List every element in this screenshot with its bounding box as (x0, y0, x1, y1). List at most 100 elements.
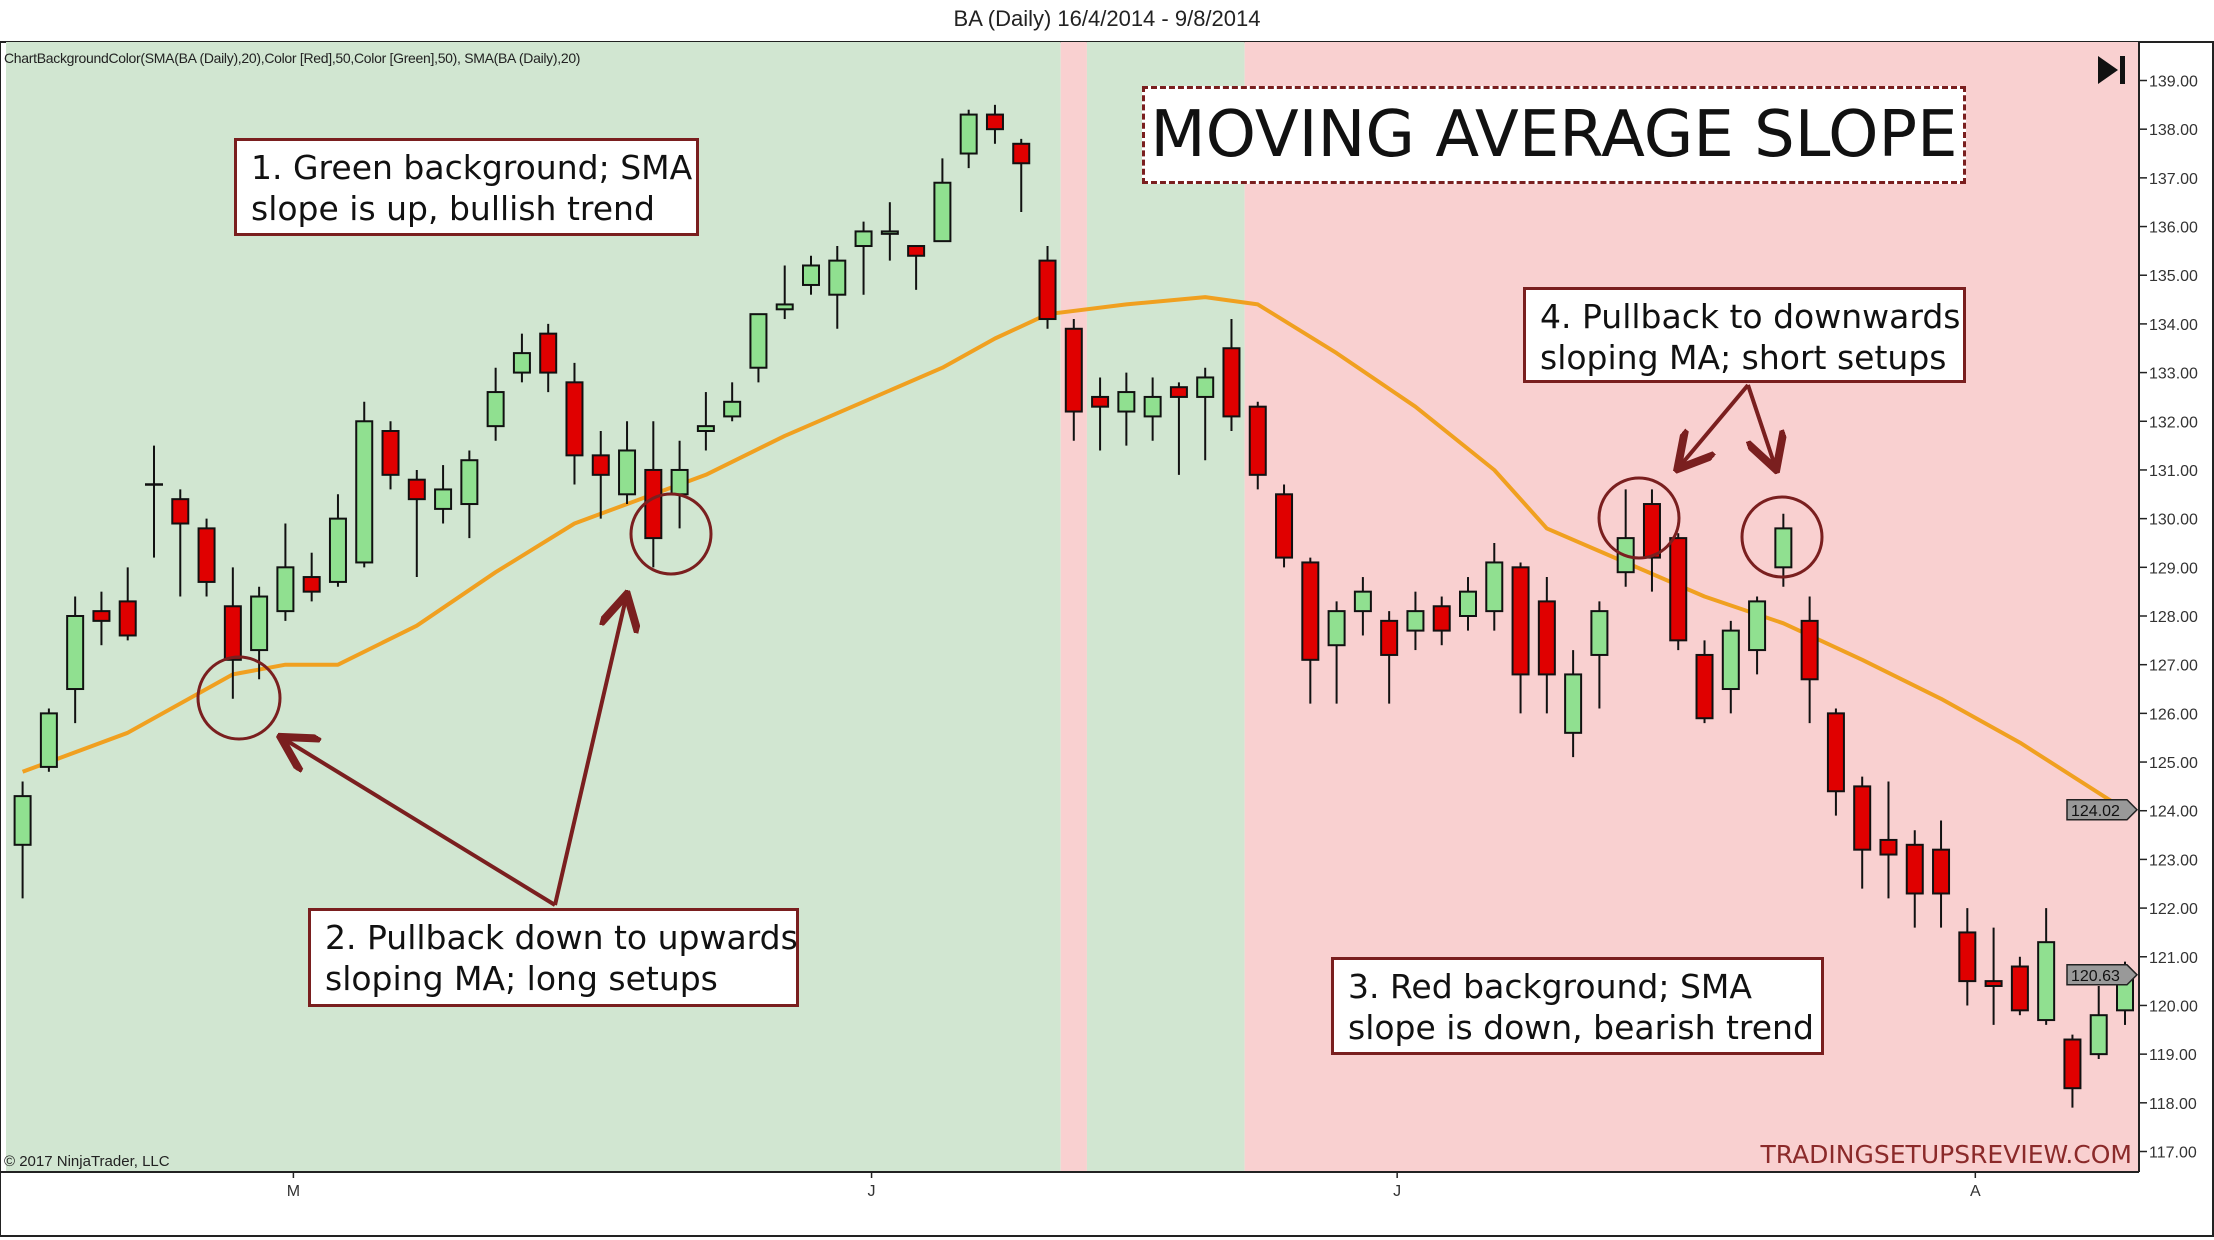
price-tick-label: 133.00 (2149, 366, 2198, 383)
candle-up (434, 488, 453, 510)
candle-down (1800, 619, 1819, 681)
candle-down (1826, 712, 1845, 793)
candle-up (1353, 590, 1372, 613)
candle-up (775, 303, 794, 311)
highlight-circle (1597, 476, 1681, 560)
candle-up (1143, 395, 1162, 418)
candle-down (1275, 493, 1294, 559)
price-tick-label: 118.00 (2149, 1096, 2197, 1113)
highlight-circle (196, 655, 282, 741)
price-tick-label: 124.00 (2149, 804, 2198, 821)
price-tag-label: 124.02 (2071, 803, 2120, 820)
price-tick-label: 135.00 (2149, 268, 2198, 285)
candle-up (66, 615, 85, 691)
candle-up (1748, 600, 1767, 652)
watermark: TRADINGSETUPSREVIEW.COM (1760, 1140, 2132, 1169)
candle-down (1932, 848, 1951, 895)
candle-down (539, 332, 558, 374)
candle-down (1958, 931, 1977, 983)
annotation-line: sloping MA; long setups (325, 959, 718, 998)
candle-down (1984, 980, 2003, 987)
candle-down (381, 430, 400, 476)
candle-up (854, 230, 873, 248)
annotation-marks (196, 383, 1824, 907)
highlight-circle (629, 492, 713, 576)
candle-down (1695, 653, 1714, 720)
candle-down (591, 454, 610, 476)
candle-up (670, 468, 689, 496)
price-tick-label: 137.00 (2149, 171, 2198, 188)
price-tick-label: 117.00 (2149, 1145, 2197, 1162)
candle-up (1196, 376, 1215, 398)
price-tick-label: 121.00 (2149, 950, 2198, 967)
candle-up (13, 795, 32, 846)
candle-down (1905, 843, 1924, 895)
price-tick-label: 129.00 (2149, 560, 2198, 577)
candle-down (1432, 605, 1451, 632)
candle-down (1248, 405, 1267, 476)
candle-down (92, 610, 111, 622)
price-tick-label: 125.00 (2149, 755, 2198, 772)
annotation-line: sloping MA; short setups (1540, 338, 1947, 377)
candle-up (355, 420, 374, 564)
candle-up (1485, 561, 1504, 613)
skip-to-end-icon[interactable] (2098, 56, 2125, 84)
candle-up (1117, 391, 1136, 413)
candle-down (1879, 838, 1898, 856)
candle-up (1406, 610, 1425, 632)
candle-down (1012, 142, 1031, 165)
arrow (284, 739, 557, 907)
annotation-box-2: 2. Pullback down to upwards sloping MA; … (308, 908, 799, 1007)
annotation-line: slope is up, bullish trend (251, 189, 655, 228)
time-tick-label: A (1970, 1183, 1981, 1200)
candle-down (1669, 537, 1688, 642)
candle-down (1091, 395, 1110, 408)
candle-up (1590, 610, 1609, 656)
candle-down (1380, 619, 1399, 656)
candle-down (1169, 386, 1188, 398)
annotation-line: slope is down, bearish trend (1348, 1008, 1814, 1047)
annotation-line: 2. Pullback down to upwards (325, 918, 798, 957)
candle-down (1064, 327, 1083, 413)
candle-up (618, 449, 637, 496)
candle-up (2037, 941, 2056, 1022)
price-tick-label: 136.00 (2149, 220, 2198, 237)
candle-up (2089, 1014, 2108, 1056)
price-tick-label: 134.00 (2149, 317, 2198, 334)
annotation-line: 4. Pullback to downwards (1540, 297, 1961, 336)
price-tick-label: 130.00 (2149, 512, 2198, 529)
candle-down (1853, 785, 1872, 851)
price-tag (2066, 964, 2139, 986)
annotation-box-3: 3. Red background; SMA slope is down, be… (1331, 957, 1824, 1055)
price-tick-label: 127.00 (2149, 658, 2198, 675)
candle-up (828, 259, 847, 296)
price-tick-label: 131.00 (2149, 463, 2198, 480)
price-tag-label: 120.63 (2071, 968, 2120, 985)
candle-down (197, 527, 216, 583)
annotation-box-4: 4. Pullback to downwards sloping MA; sho… (1523, 287, 1966, 383)
price-axis: 139.00 138.00 137.00 136.00 135.00 134.00 133.… (2138, 42, 2198, 1172)
candle-down (1038, 259, 1057, 321)
candle-down (1642, 503, 1661, 559)
time-tick-label: M (287, 1183, 300, 1200)
time-tick-label: J (868, 1183, 876, 1200)
price-tick-label: 119.00 (2149, 1047, 2197, 1064)
time-tick-label: J (1393, 1183, 1401, 1200)
price-tick-label: 123.00 (2149, 852, 2198, 869)
candle-down (2010, 965, 2029, 1012)
background-region-down (1060, 42, 1087, 1172)
candle-up (276, 566, 295, 613)
arrow (1680, 383, 1750, 466)
headline: MOVING AVERAGE SLOPE (1142, 86, 1966, 184)
candle-up (250, 595, 269, 652)
indicator-label: ChartBackgroundColor(SMA(BA (Daily),20),… (4, 50, 581, 66)
candle-down (302, 576, 321, 593)
price-tick-label: 132.00 (2149, 414, 2198, 431)
candle-up (486, 391, 505, 428)
candle-up (723, 400, 742, 418)
candle-down (407, 478, 426, 501)
candle-down (223, 605, 242, 661)
candle-up (696, 425, 715, 433)
arrow (1748, 384, 1775, 466)
price-tick-label: 128.00 (2149, 609, 2198, 626)
